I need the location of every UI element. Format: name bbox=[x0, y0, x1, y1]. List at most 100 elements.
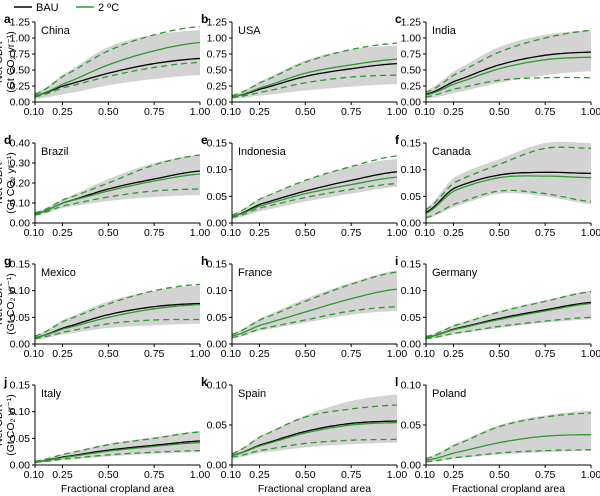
panel-letter: k bbox=[201, 375, 208, 389]
uncertainty-band bbox=[35, 155, 200, 216]
panel-d: 0.000.100.200.300.400.10 0.25 0.50 0.75 1.00… bbox=[0, 133, 210, 239]
panel-letter: d bbox=[4, 133, 11, 147]
x-tick-label: 0.10 bbox=[24, 106, 45, 118]
series-2c bbox=[34, 441, 201, 463]
x-tick-label: 0.10 bbox=[24, 469, 45, 481]
y-axis-title-line1: Net CDR bbox=[0, 41, 5, 83]
y-tick-label: 0.10 bbox=[401, 164, 422, 176]
y-tick-label: 0.05 bbox=[401, 420, 422, 432]
x-axis-title: Fractional cropland area bbox=[258, 483, 371, 495]
series-bau bbox=[34, 57, 201, 97]
x-tick-label: 0.10 bbox=[221, 348, 242, 360]
y-tick-label: 0.25 bbox=[10, 81, 31, 93]
panel-letter: i bbox=[395, 254, 398, 268]
y-tick-label: 0.05 bbox=[401, 312, 422, 324]
y-axis-title-line2: (Gt CO₂ yr⁻¹) bbox=[5, 31, 17, 93]
panel-title: India bbox=[432, 25, 457, 37]
x-tick-label: 0.50 bbox=[295, 106, 316, 118]
x-tick-label: 1.00 bbox=[387, 106, 408, 118]
x-tick-label: 0.50 bbox=[98, 348, 119, 360]
series-2c-upper-dashed bbox=[34, 431, 201, 462]
series-2c-upper-dashed bbox=[425, 291, 592, 338]
y-tick-label: 0.25 bbox=[401, 81, 422, 93]
series-2c-lower-dashed bbox=[231, 74, 398, 99]
series-2c-upper-dashed bbox=[425, 412, 592, 460]
panel-e: 0.00 0.05 0.10 0.15 0.10 0.25 0.50 0.75 1.00 e Ind… bbox=[201, 133, 407, 239]
x-tick-label: 0.75 bbox=[535, 106, 556, 118]
x-tick-label: 1.00 bbox=[581, 227, 600, 239]
x-tick-label: 0.10 bbox=[415, 348, 436, 360]
series-2c-lower-dashed bbox=[231, 438, 397, 458]
x-tick-label: 0.75 bbox=[341, 106, 362, 118]
y-tick-label: 0.50 bbox=[207, 65, 228, 77]
y-tick-label: 0.15 bbox=[401, 138, 422, 150]
x-tick-label: 0.10 bbox=[24, 348, 45, 360]
series-2c-lower-dashed bbox=[231, 182, 398, 219]
x-tick-label: 0.75 bbox=[535, 348, 556, 360]
x-tick-label: 1.00 bbox=[581, 469, 600, 481]
y-tick-label: 0.15 bbox=[401, 259, 422, 271]
x-tick-label: 0.50 bbox=[295, 227, 316, 239]
y-tick-label: 0.00 bbox=[207, 97, 228, 109]
x-tick-label: 0.50 bbox=[489, 227, 510, 239]
series-2c-lower-dashed bbox=[231, 306, 398, 339]
y-axis-title-line2: (Gt CO₂ yr⁻¹) bbox=[5, 394, 17, 456]
series-bau bbox=[231, 171, 398, 218]
y-tick-label: 0.10 bbox=[10, 406, 31, 418]
y-tick-label: 0.05 bbox=[207, 191, 228, 203]
series-2c-upper-dashed bbox=[425, 29, 592, 94]
y-tick-label: 0.00 bbox=[207, 218, 228, 230]
x-tick-label: 0.75 bbox=[144, 106, 165, 118]
series-2c-upper-dashed bbox=[231, 404, 398, 455]
y-tick-label: 0.00 bbox=[10, 218, 31, 230]
panel-letter: g bbox=[4, 254, 11, 268]
y-tick-label: 0.10 bbox=[10, 285, 31, 297]
series-2c bbox=[34, 303, 201, 339]
uncertainty-band bbox=[426, 30, 591, 99]
y-tick-label: 0.00 bbox=[401, 218, 422, 230]
panel-i: 0.00 0.05 0.10 0.15 0.10 0.25 0.50 0.75 1.00 i Ger… bbox=[395, 254, 600, 360]
x-tick-label: 0.50 bbox=[98, 106, 119, 118]
y-tick-label: 0.15 bbox=[10, 259, 31, 271]
panel-letter: a bbox=[4, 12, 11, 26]
x-tick-label: 1.00 bbox=[387, 348, 408, 360]
x-tick-label: 1.00 bbox=[190, 106, 211, 118]
panel-grid: 0.00 0.25 0.50 0.75 1.00 1.25 0.10 0.25 0.50 0.75… bbox=[0, 12, 600, 495]
x-tick-label: 0.25 bbox=[249, 227, 270, 239]
y-tick-label: 0.15 bbox=[207, 259, 228, 271]
series-2c bbox=[425, 175, 592, 214]
y-tick-label: 0.00 bbox=[207, 339, 228, 351]
x-tick-label: 0.10 bbox=[24, 227, 45, 239]
panel-a: 0.00 0.25 0.50 0.75 1.00 1.25 0.10 0.25 0.50 0.75… bbox=[0, 12, 210, 118]
panel-letter: h bbox=[201, 254, 208, 268]
y-tick-label: 1.25 bbox=[10, 17, 31, 29]
series-bau bbox=[425, 171, 592, 213]
panel-k: 0.00 0.05 0.10 0.10 0.25 0.50 0.75 1.00 k Spain Fr… bbox=[201, 375, 407, 495]
series-2c bbox=[231, 288, 398, 337]
series-2c bbox=[231, 176, 398, 218]
x-tick-label: 1.00 bbox=[190, 227, 211, 239]
series-2c bbox=[231, 58, 398, 98]
x-tick-label: 0.50 bbox=[98, 469, 119, 481]
panel-h: 0.00 0.05 0.10 0.15 0.10 0.25 0.50 0.75 1.00 h Fra… bbox=[201, 254, 407, 360]
y-tick-label: 0.00 bbox=[401, 460, 422, 472]
x-tick-label: 0.75 bbox=[144, 348, 165, 360]
x-tick-label: 1.00 bbox=[581, 106, 600, 118]
series-2c-lower-dashed bbox=[425, 76, 591, 98]
y-tick-label: 0.05 bbox=[207, 312, 228, 324]
x-tick-label: 0.10 bbox=[415, 106, 436, 118]
y-tick-label: 0.40 bbox=[10, 138, 31, 150]
panel-title: Spain bbox=[238, 388, 266, 400]
uncertainty-band bbox=[426, 410, 591, 463]
y-tick-label: 0.15 bbox=[10, 380, 31, 392]
y-tick-label: 0.75 bbox=[207, 49, 228, 61]
y-tick-label: 1.25 bbox=[207, 17, 228, 29]
x-tick-label: 0.25 bbox=[249, 469, 270, 481]
series-2c bbox=[34, 41, 201, 97]
series-2c bbox=[34, 173, 201, 215]
y-tick-label: 0.10 bbox=[207, 285, 228, 297]
panel-title: Mexico bbox=[41, 267, 76, 279]
y-tick-label: 0.05 bbox=[10, 312, 31, 324]
panel-l: 0.00 0.05 0.10 0.10 0.25 0.50 0.75 1.00 l Poland F… bbox=[395, 375, 600, 495]
